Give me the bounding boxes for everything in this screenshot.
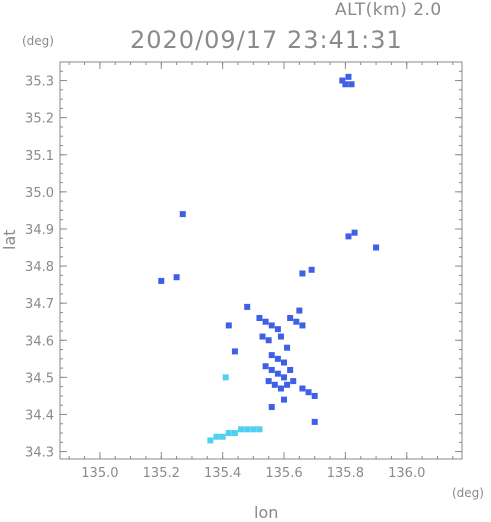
echo-cell [225, 322, 232, 329]
y-tick-label: 35.3 [25, 75, 54, 90]
echo-cell [244, 426, 251, 433]
echo-cell [305, 389, 312, 396]
echo-cell [284, 344, 291, 351]
echo-cell [213, 433, 220, 440]
x-tick-label: 135.0 [81, 466, 118, 481]
echo-cell [265, 378, 272, 385]
y-tick-label: 35.1 [25, 149, 54, 164]
x-tick-label: 136.0 [388, 466, 425, 481]
echo-cell [268, 352, 275, 359]
x-axis-label: lon [254, 503, 279, 522]
x-tick-label: 135.8 [327, 466, 364, 481]
echo-cell [348, 81, 355, 88]
echo-cell [274, 326, 281, 333]
echo-cell [299, 322, 306, 329]
echo-cell [281, 396, 288, 403]
echo-cell [345, 73, 352, 80]
echo-cell [219, 433, 226, 440]
echo-cell [299, 270, 306, 277]
echo-cell [311, 418, 318, 425]
echo-cell [311, 392, 318, 399]
echo-cell [222, 374, 229, 381]
echo-cell [244, 303, 251, 310]
echo-cell [268, 404, 275, 411]
echo-cell [256, 315, 263, 322]
echo-cell [281, 359, 288, 366]
timestamp-title: 2020/09/17 23:41:31 [130, 26, 403, 54]
y-tick-label: 34.4 [25, 408, 54, 423]
echo-cell [271, 381, 278, 388]
x-tick-label: 135.6 [265, 466, 302, 481]
y-tick-label: 34.3 [25, 446, 54, 461]
echo-cell [339, 77, 346, 84]
echo-cell [290, 378, 297, 385]
echo-cell [277, 333, 284, 340]
echo-cell [345, 233, 352, 240]
echo-cell [274, 355, 281, 362]
echo-cell [231, 430, 238, 437]
echo-cell [287, 366, 294, 373]
echo-cell [207, 437, 214, 444]
echo-cell [296, 307, 303, 314]
y-tick-label: 34.5 [25, 371, 54, 386]
y-tick-label: 35.2 [25, 112, 54, 127]
echo-cell [158, 277, 165, 284]
echo-cell [274, 370, 281, 377]
echo-cell [293, 318, 300, 325]
echo-cell [342, 81, 349, 88]
echo-cell [238, 426, 245, 433]
echo-cell [225, 430, 232, 437]
echo-cell [277, 385, 284, 392]
echo-cell [299, 385, 306, 392]
echo-cell [259, 333, 266, 340]
x-tick-label: 135.2 [143, 466, 180, 481]
echo-cell [268, 366, 275, 373]
y-tick-label: 35.0 [25, 186, 54, 201]
echo-cell [281, 374, 288, 381]
x-unit-label: (deg) [452, 486, 484, 500]
echo-cell [284, 381, 291, 388]
x-tick-label: 135.4 [204, 466, 241, 481]
echo-cell [287, 315, 294, 322]
echo-cell [308, 266, 315, 273]
echo-cell [265, 337, 272, 344]
echo-cell [262, 363, 269, 370]
echo-cell [250, 426, 257, 433]
y-unit-label: (deg) [22, 34, 54, 48]
echo-cell [173, 274, 180, 281]
y-tick-label: 34.9 [25, 223, 54, 238]
echo-cell [262, 318, 269, 325]
echo-cell [231, 348, 238, 355]
echo-cell [179, 211, 186, 218]
echo-cell [351, 229, 358, 236]
y-tick-label: 34.6 [25, 334, 54, 349]
echo-cell [256, 426, 263, 433]
y-tick-label: 34.8 [25, 260, 54, 275]
plot-frame [59, 61, 463, 460]
echo-cell [373, 244, 380, 251]
y-tick-label: 34.7 [25, 297, 54, 312]
echo-cell [268, 322, 275, 329]
altitude-label: ALT(km) 2.0 [335, 0, 442, 20]
